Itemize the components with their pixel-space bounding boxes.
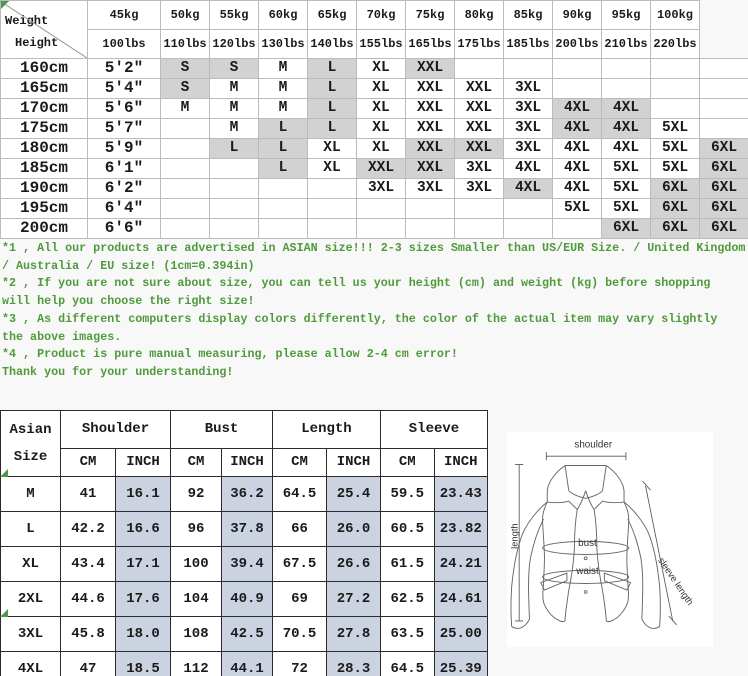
svg-text:length: length [509,523,519,549]
svg-text:waist: waist [575,566,599,577]
svg-text:sleeve length: sleeve length [656,556,695,607]
svg-text:bust: bust [578,538,597,549]
svg-text:shoulder: shoulder [574,440,612,451]
